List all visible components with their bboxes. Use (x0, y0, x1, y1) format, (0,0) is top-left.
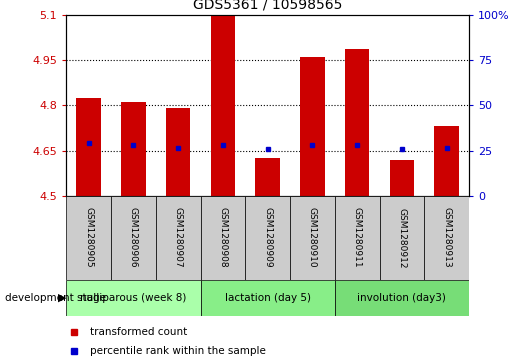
Bar (345, 49, 369, 196)
Text: GSM1280911: GSM1280911 (352, 207, 361, 268)
Bar (156, 196, 200, 280)
Bar (245, 196, 290, 280)
Bar (66, 196, 111, 280)
Bar (210, 15, 235, 196)
Text: GSM1280906: GSM1280906 (129, 207, 138, 268)
Text: percentile rank within the sample: percentile rank within the sample (91, 346, 266, 356)
Bar (290, 196, 335, 280)
Bar (166, 108, 190, 196)
Text: ▶: ▶ (58, 293, 67, 303)
Text: development stage: development stage (5, 293, 107, 303)
Text: GSM1280907: GSM1280907 (174, 207, 183, 268)
Bar (76, 98, 101, 196)
Bar (200, 280, 335, 316)
Text: nulliparous (week 8): nulliparous (week 8) (80, 293, 187, 303)
Bar (200, 196, 245, 280)
Bar (66, 280, 200, 316)
Text: GSM1280908: GSM1280908 (218, 207, 227, 268)
Bar (300, 57, 325, 196)
Bar (390, 160, 414, 196)
Text: GSM1280913: GSM1280913 (442, 207, 451, 268)
Bar (379, 196, 425, 280)
Bar (121, 102, 146, 196)
Bar (425, 196, 469, 280)
Bar (335, 280, 469, 316)
Text: lactation (day 5): lactation (day 5) (225, 293, 311, 303)
Text: GSM1280909: GSM1280909 (263, 207, 272, 268)
Bar (335, 196, 379, 280)
Text: GSM1280905: GSM1280905 (84, 207, 93, 268)
Text: GSM1280910: GSM1280910 (308, 207, 317, 268)
Text: GSM1280912: GSM1280912 (398, 208, 407, 268)
Bar (435, 126, 459, 196)
Text: involution (day3): involution (day3) (357, 293, 446, 303)
Text: transformed count: transformed count (91, 327, 188, 337)
Bar (111, 196, 156, 280)
Title: GDS5361 / 10598565: GDS5361 / 10598565 (193, 0, 342, 12)
Bar (255, 158, 280, 196)
